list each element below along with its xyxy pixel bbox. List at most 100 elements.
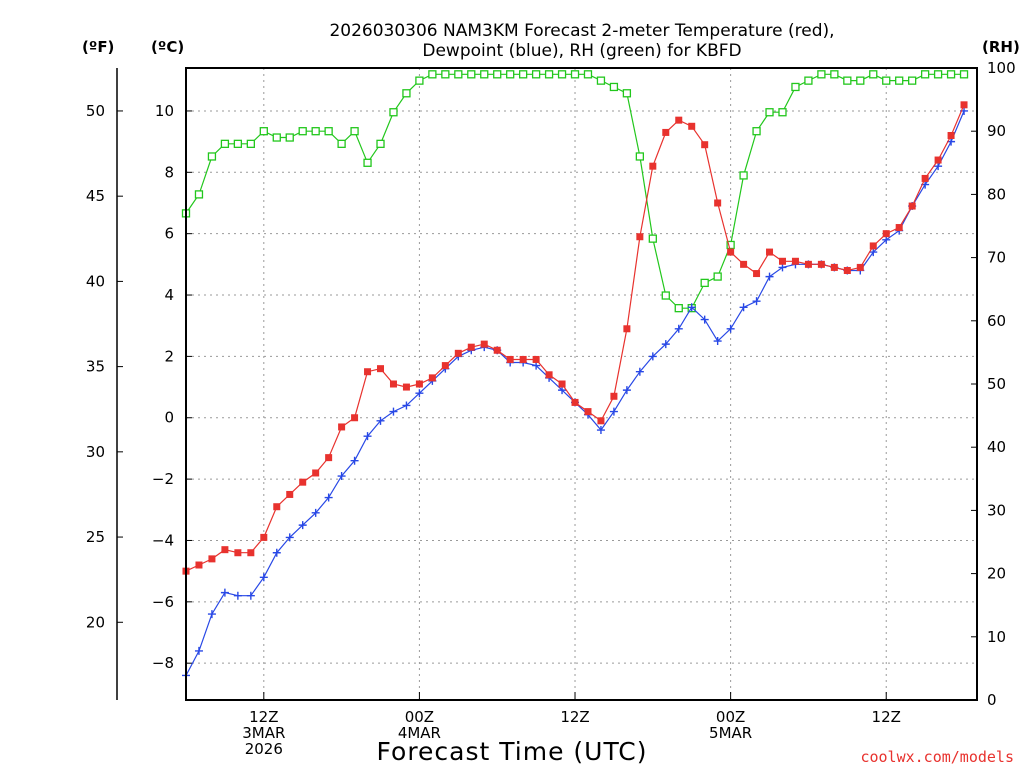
temperature-point bbox=[312, 469, 320, 477]
temperature-point bbox=[545, 371, 553, 379]
chart-title-line1: 2026030306 NAM3KM Forecast 2-meter Tempe… bbox=[329, 21, 834, 41]
temperature-point bbox=[610, 392, 618, 400]
temperature-point bbox=[791, 257, 799, 265]
temperature-point bbox=[286, 490, 294, 498]
dewpoint-point bbox=[687, 303, 696, 312]
dewpoint-point bbox=[376, 416, 385, 425]
temperature-point bbox=[662, 128, 670, 136]
temperature-point bbox=[377, 365, 385, 373]
series-temperature bbox=[182, 101, 968, 575]
temperature-point bbox=[234, 549, 242, 557]
celsius-tick-label: −6 bbox=[152, 593, 174, 611]
rh-point bbox=[493, 70, 502, 79]
rh-point bbox=[817, 70, 826, 79]
celsius-tick-label: 0 bbox=[164, 409, 174, 427]
rh-point bbox=[869, 70, 878, 79]
temperature-point bbox=[649, 162, 657, 170]
temperature-point bbox=[778, 257, 786, 265]
rh-tick-label: 0 bbox=[987, 691, 997, 709]
dewpoint-point bbox=[635, 367, 644, 376]
rh-point bbox=[441, 70, 450, 79]
rh-point bbox=[454, 70, 463, 79]
temperature-point bbox=[441, 362, 449, 370]
rh-unit-label: (RH) bbox=[982, 38, 1020, 56]
dewpoint-point bbox=[194, 646, 203, 655]
temperature-point bbox=[325, 454, 333, 462]
rh-point bbox=[713, 272, 722, 281]
plot-frame bbox=[185, 67, 978, 701]
rh-point bbox=[726, 240, 735, 250]
temperature-point bbox=[299, 478, 307, 486]
celsius-tick-label: 2 bbox=[164, 347, 174, 365]
temperature-point bbox=[351, 414, 359, 422]
fahrenheit-tick-label: 25 bbox=[86, 528, 105, 546]
temperature-point bbox=[247, 549, 255, 557]
temperature-point bbox=[623, 325, 631, 333]
temperature-point bbox=[364, 368, 372, 376]
dewpoint-point bbox=[726, 324, 735, 333]
rh-tick-label: 20 bbox=[987, 565, 1006, 583]
rh-point bbox=[933, 70, 943, 79]
rh-point bbox=[895, 76, 904, 85]
rh-point bbox=[752, 127, 761, 136]
celsius-tick-label: −8 bbox=[152, 654, 174, 672]
temperature-point bbox=[843, 266, 851, 274]
rh-point bbox=[272, 133, 281, 142]
temperature-point bbox=[260, 533, 268, 541]
temperature-point bbox=[856, 263, 864, 271]
temperature-point bbox=[908, 202, 916, 210]
dewpoint-point bbox=[220, 588, 229, 597]
dewpoint-point bbox=[311, 508, 320, 517]
rh-point bbox=[648, 234, 657, 243]
celsius-tick-label: −4 bbox=[152, 531, 174, 549]
dewpoint-point bbox=[259, 573, 268, 582]
fahrenheit-tick-label: 30 bbox=[86, 443, 105, 461]
temperature-point bbox=[208, 555, 216, 563]
temperature-point bbox=[389, 380, 397, 388]
rh-point bbox=[791, 82, 800, 92]
rh-point bbox=[518, 70, 528, 79]
dewpoint-point bbox=[402, 401, 411, 410]
rh-point bbox=[700, 278, 709, 288]
rh-point bbox=[428, 70, 437, 79]
rh-point bbox=[246, 139, 255, 148]
dewpoint-point bbox=[350, 456, 359, 465]
celsius-tick-label: 6 bbox=[164, 225, 174, 243]
temperature-point bbox=[454, 349, 462, 357]
time-tick-label: 12Z bbox=[872, 708, 901, 726]
dewpoint-point bbox=[596, 426, 605, 435]
temperature-point bbox=[273, 503, 281, 511]
rh-tick-label: 80 bbox=[987, 185, 1006, 203]
temperature-point bbox=[895, 224, 903, 232]
temperature-point bbox=[428, 374, 436, 382]
temperature-point bbox=[830, 263, 838, 271]
series-rh bbox=[181, 70, 969, 313]
celsius-unit-label: (ºC) bbox=[151, 38, 184, 56]
dewpoint-point bbox=[609, 407, 618, 416]
temperature-point bbox=[506, 355, 514, 363]
rh-point bbox=[765, 108, 774, 117]
dewpoint-point bbox=[648, 352, 657, 361]
temperature-point bbox=[947, 131, 955, 139]
temperature-point bbox=[493, 346, 501, 354]
dewpoint-point bbox=[389, 407, 398, 416]
temperature-point bbox=[869, 242, 877, 250]
dewpoint-point bbox=[285, 533, 294, 542]
dewpoint-point bbox=[674, 324, 683, 333]
rh-point bbox=[739, 171, 748, 180]
rh-point bbox=[557, 70, 567, 79]
temperature-point bbox=[727, 248, 735, 256]
dewpoint-point bbox=[700, 315, 709, 324]
rh-tick-label: 10 bbox=[987, 628, 1006, 646]
dewpoint-point bbox=[415, 389, 424, 398]
dewpoint-point bbox=[298, 521, 307, 530]
fahrenheit-axis: 50 45 40 35 30 25 20 bbox=[86, 68, 123, 700]
rh-point bbox=[946, 70, 956, 79]
temperature-point bbox=[584, 408, 592, 416]
celsius-tick-label: 4 bbox=[164, 286, 174, 304]
rh-point bbox=[778, 108, 787, 117]
rh-point bbox=[324, 127, 333, 136]
rh-point bbox=[596, 76, 606, 85]
